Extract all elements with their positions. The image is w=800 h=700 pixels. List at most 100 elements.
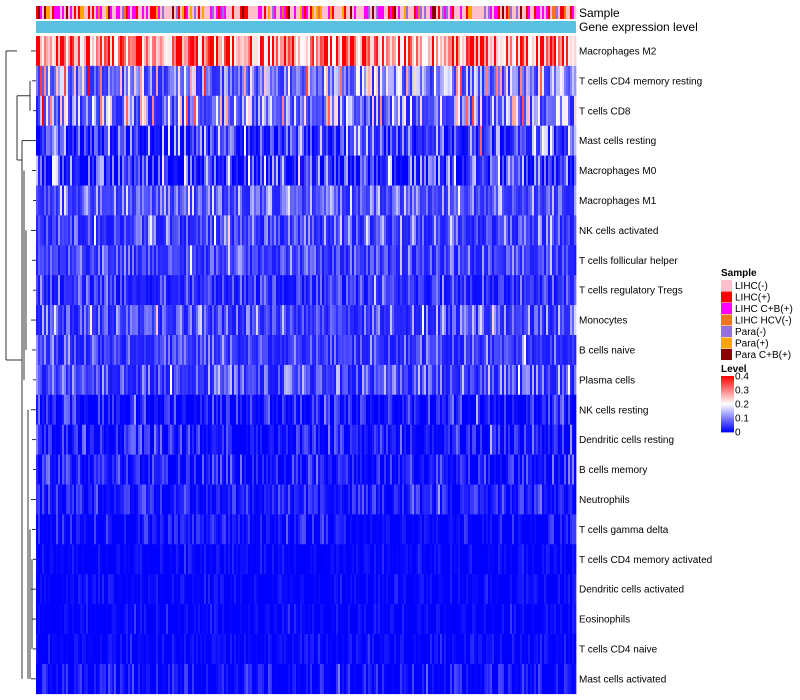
heatmap-cell [370,275,373,306]
heatmap-cell [400,275,403,306]
heatmap-cell [88,155,91,186]
heatmap-cell [440,245,443,276]
heatmap-cell [432,36,435,67]
heatmap-cell [310,215,313,246]
heatmap-cell [302,215,305,246]
heatmap-cell [60,364,63,396]
heatmap-cell [318,245,321,276]
heatmap-cell [110,424,113,455]
heatmap-cell [184,364,187,396]
heatmap-cell [118,185,121,216]
heatmap-cell [488,245,491,276]
heatmap-cell [512,245,515,276]
heatmap-cell [512,335,515,366]
heatmap-cell [464,305,467,336]
heatmap-cell [488,155,491,186]
heatmap-cell [206,305,209,336]
heatmap-cell [350,185,353,216]
heatmap-cell [100,454,103,485]
heatmap-cell [370,36,373,67]
heatmap-cell [188,394,191,425]
heatmap-cell [46,394,49,425]
heatmap-cell [74,394,77,425]
heatmap-cell [180,364,183,396]
heatmap-cell [508,514,511,545]
heatmap-cell [52,95,55,126]
heatmap-cell [270,394,273,425]
sample-annotation-cell [496,6,499,19]
heatmap-row [36,185,577,216]
heatmap-cell [306,65,309,97]
heatmap-cell [356,514,359,545]
heatmap-cell [338,394,341,425]
heatmap-cell [518,65,521,97]
heatmap-cell [88,185,91,216]
heatmap-cell [326,364,329,396]
heatmap-cell [348,36,351,67]
heatmap-cell [550,335,553,366]
heatmap-cell [322,65,325,97]
heatmap-cell [112,155,115,186]
heatmap-cell [334,215,337,246]
heatmap-cell [78,215,81,246]
sample-annotation-cell [82,6,85,19]
heatmap-cell [80,125,83,156]
heatmap-cell [410,335,413,366]
heatmap-cell [290,245,293,276]
heatmap-cell [300,454,303,485]
sample-annotation-cell [158,6,161,19]
heatmap-cell [374,155,377,186]
heatmap-cell [232,394,235,425]
heatmap-cell [284,305,287,336]
heatmap-cell [256,484,259,515]
heatmap-cell [70,215,73,246]
heatmap-cell [534,424,537,455]
sample-annotation-cell [346,6,349,19]
heatmap-cell [314,454,317,485]
heatmap-cell [376,155,379,186]
heatmap-cell [320,185,323,216]
heatmap-cell [218,364,221,396]
heatmap-cell [268,95,271,126]
heatmap-cell [118,544,121,575]
heatmap-cell [286,484,289,515]
heatmap-cell [326,424,329,455]
heatmap-cell [552,484,555,515]
sample-annotation-cell [310,6,313,19]
heatmap-cell [566,185,569,216]
heatmap-cell [370,65,373,97]
heatmap-cell [236,65,239,97]
heatmap-cell [184,424,187,455]
heatmap-cell [360,185,363,216]
heatmap-cell [222,155,225,186]
heatmap-cell [484,394,487,425]
heatmap-cell [128,245,131,276]
heatmap-cell [252,364,255,396]
heatmap-cell [258,484,261,515]
heatmap-cell [422,155,425,186]
heatmap-cell [298,95,301,126]
sample-annotation-cell [274,6,277,19]
heatmap-cell [336,305,339,336]
heatmap-cell [406,125,409,156]
heatmap-cell [274,364,277,396]
heatmap-cell [118,424,121,455]
heatmap-cell [320,364,323,396]
heatmap-cell [562,454,565,485]
heatmap-cell [78,484,81,515]
heatmap-cell [102,65,105,97]
heatmap-cell [130,95,133,126]
heatmap-cell [382,215,385,246]
heatmap-cell [96,185,99,216]
heatmap-cell [154,155,157,186]
heatmap-cell [276,245,279,276]
heatmap-cell [132,185,135,216]
heatmap-cell [542,514,545,545]
heatmap-cell [96,215,99,246]
heatmap-cell [516,364,519,396]
heatmap-cell [334,95,337,126]
heatmap-cell [160,454,163,485]
heatmap-cell [562,245,565,276]
heatmap-cell [366,364,369,396]
heatmap-cell [58,484,61,515]
